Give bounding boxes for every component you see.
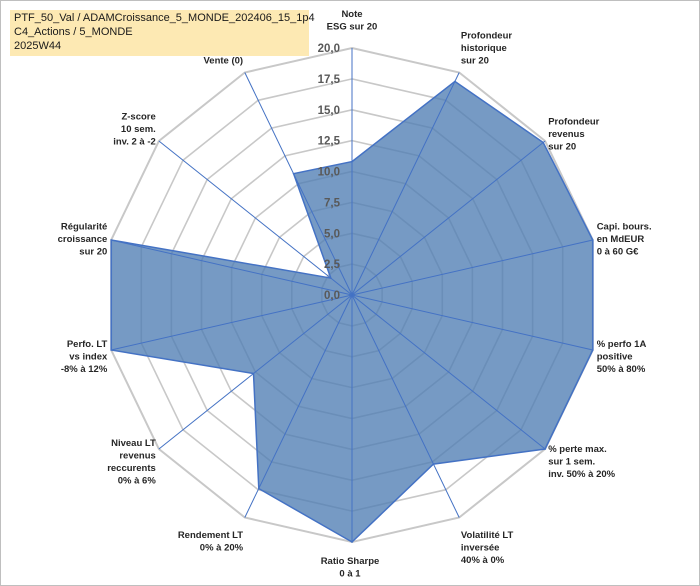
category-label-line: Niveau LT: [111, 438, 156, 449]
tick-label: 2,5: [324, 259, 341, 271]
radar-spoke: [351, 294, 546, 450]
category-label-line: -8% à 12%: [61, 364, 108, 375]
category-label: Capi. bours. en MdEUR 0 à 60 G€: [597, 222, 652, 258]
category-label-line: sur 20: [461, 56, 489, 67]
category-label: Z-score 10 sem. inv. 2 à -2: [113, 112, 156, 148]
tick-label: 20,0: [318, 43, 340, 55]
category-label: % perfo 1A positive 50% à 80%: [597, 339, 647, 375]
category-label: Ratio Sharpe 0 à 1: [321, 556, 380, 580]
category-label-line: sur 20: [79, 247, 107, 258]
category-label-line: Perfo. LT: [67, 339, 108, 350]
category-label: Note ESG sur 20: [327, 9, 378, 33]
chart-title-box: PTF_50_Val / ADAMCroissance_5_MONDE_2024…: [10, 10, 315, 56]
category-label-line: Profondeur: [461, 31, 512, 42]
category-label-line: sur 1 sem.: [548, 457, 595, 468]
category-label-line: Volatilité LT: [461, 530, 514, 541]
radar-spoke: [351, 239, 593, 296]
radar-spoke: [158, 140, 353, 296]
category-label-line: Profondeur: [548, 116, 599, 127]
radar-spoke: [111, 294, 353, 351]
chart-subtitle-line: C4_Actions / 5_MONDE: [14, 26, 133, 38]
radar-spoke: [158, 294, 353, 450]
category-label: Volatilité LT inversée 40% à 0%: [461, 530, 514, 566]
radar-spoke: [244, 294, 353, 518]
radar-spoke: [351, 140, 546, 296]
category-label-line: reccurents: [107, 463, 156, 474]
chart-period-line: 2025W44: [14, 40, 62, 52]
category-label-line: Rendement LT: [178, 530, 243, 541]
category-label-line: 0% à 20%: [200, 543, 244, 554]
radar-spoke: [351, 294, 460, 518]
radar-spoke: [351, 72, 460, 296]
tick-label: 17,5: [318, 74, 341, 86]
tick-label: 15,0: [318, 105, 340, 117]
category-label-line: 40% à 0%: [461, 555, 505, 566]
category-label-line: Z-score: [121, 112, 155, 123]
category-label: % perte max. sur 1 sem. inv. 50% à 20%: [548, 444, 615, 480]
category-label-line: 0% à 6%: [118, 476, 157, 487]
radar-spoke: [351, 294, 593, 351]
radar-spokes: [111, 48, 593, 542]
category-label-line: historique: [461, 43, 507, 54]
tick-label: 12,5: [318, 136, 341, 148]
category-label-line: revenus: [548, 129, 584, 140]
radar-spoke: [244, 72, 353, 296]
category-label-line: 10 sem.: [121, 124, 156, 135]
category-label-line: inv. 2 à -2: [113, 137, 156, 148]
category-label-line: ESG sur 20: [327, 22, 378, 33]
category-label-line: 0 à 1: [339, 569, 361, 580]
category-label: Rendement LT 0% à 20%: [178, 530, 244, 554]
category-label-line: inv. 50% à 20%: [548, 469, 615, 480]
category-label-line: en MdEUR: [597, 234, 645, 245]
category-label-line: % perfo 1A: [597, 339, 647, 350]
category-label: Profondeur historique sur 20: [461, 31, 512, 67]
tick-label: 5,0: [324, 228, 340, 240]
category-label: Profondeur revenus sur 20: [548, 116, 599, 152]
tick-label: 0,0: [324, 290, 340, 302]
tick-label: 7,5: [324, 197, 341, 209]
radar-tick-labels: 0,0 2,5 5,0 7,5 10,0 12,5 15,0 17,5 20,0: [318, 43, 341, 302]
category-label: Régularité croissance sur 20: [58, 222, 108, 258]
category-label: Niveau LT revenus reccurents 0% à 6%: [107, 438, 156, 487]
category-label-line: revenus: [119, 451, 155, 462]
radar-spoke: [111, 239, 353, 296]
category-label-line: Ratio Sharpe: [321, 556, 380, 567]
category-label-line: Vente (0): [203, 56, 243, 67]
category-label-line: Régularité: [61, 222, 107, 233]
category-label-line: Capi. bours.: [597, 222, 652, 233]
category-label-line: 50% à 80%: [597, 364, 646, 375]
category-label-line: Note: [341, 9, 362, 20]
category-label-line: % perte max.: [548, 444, 607, 455]
tick-label: 10,0: [318, 167, 340, 179]
category-label: Perfo. LT vs index -8% à 12%: [61, 339, 108, 375]
chart-title-line: PTF_50_Val / ADAMCroissance_5_MONDE_2024…: [14, 12, 315, 24]
category-label-line: croissance: [58, 234, 108, 245]
category-label-line: sur 20: [548, 141, 576, 152]
category-label-line: vs index: [69, 351, 108, 362]
category-label-line: positive: [597, 351, 633, 362]
category-label-line: 0 à 60 G€: [597, 247, 639, 258]
category-label-line: inversée: [461, 543, 500, 554]
